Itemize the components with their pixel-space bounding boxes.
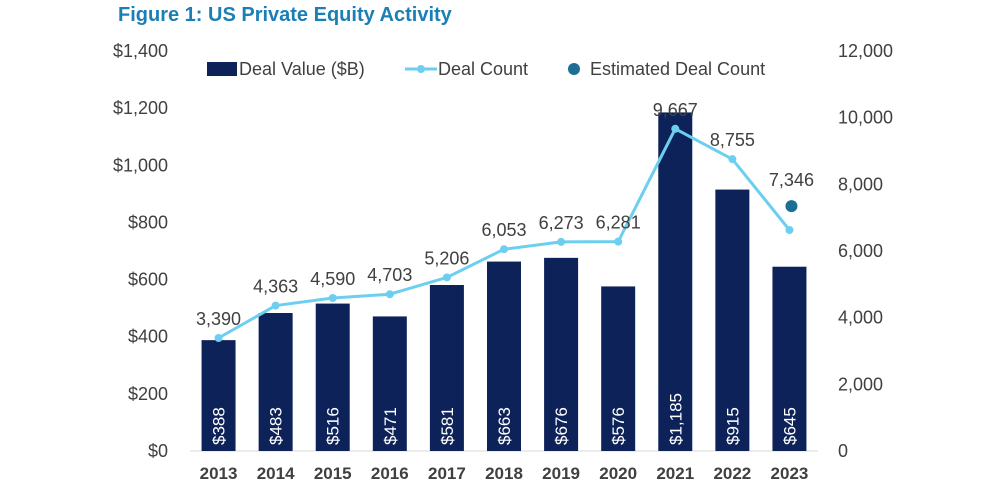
y-right-tick-label: 2,000 <box>838 374 883 394</box>
y-right-tick-label: 10,000 <box>838 108 893 128</box>
bar-deal-value <box>715 189 750 452</box>
legend-marker-estimated <box>568 63 580 75</box>
legend-label-deal-value: Deal Value ($B) <box>239 59 365 79</box>
estimated-deal-count-label: 7,346 <box>769 170 814 190</box>
deal-count-label: 8,755 <box>710 130 755 150</box>
y-right-tick-label: 0 <box>838 441 848 461</box>
bar-deal-value <box>201 340 236 451</box>
bar-value-label: $676 <box>552 407 571 445</box>
deal-count-point <box>500 245 508 254</box>
deal-count-point <box>785 226 794 234</box>
x-tick-label: 2018 <box>485 464 523 483</box>
bar-deal-value <box>487 261 521 451</box>
bar-deal-value <box>258 313 293 451</box>
x-tick-label: 2020 <box>599 464 637 483</box>
deal-count-label: 4,703 <box>367 265 412 285</box>
x-tick-label: 2014 <box>257 464 295 483</box>
x-tick-label: 2016 <box>371 464 409 483</box>
estimated-deal-count-point <box>785 200 798 213</box>
bar-deal-value <box>315 303 350 451</box>
legend-label-estimated: Estimated Deal Count <box>590 59 765 79</box>
y-left-tick-label: $200 <box>128 384 168 404</box>
deal-count-label: 6,273 <box>539 213 584 233</box>
deal-count-point <box>614 237 623 246</box>
deal-count-label: 9,667 <box>653 100 698 120</box>
bar-value-label: $915 <box>723 407 742 445</box>
bar-deal-value <box>429 285 464 451</box>
legend-label-deal-count: Deal Count <box>438 59 528 79</box>
deal-count-label: 4,590 <box>310 269 355 289</box>
x-tick-label: 2021 <box>656 464 694 483</box>
bar-deal-value <box>601 286 636 451</box>
bar-deal-value <box>772 266 807 451</box>
y-right-tick-label: 6,000 <box>838 241 883 261</box>
deal-count-label: 4,363 <box>253 277 298 297</box>
deal-count-point <box>557 237 566 246</box>
bar-value-label: $388 <box>210 407 229 445</box>
bar-value-label: $576 <box>609 407 628 445</box>
chart-title: Figure 1: US Private Equity Activity <box>118 4 452 26</box>
y-left-tick-label: $600 <box>128 270 168 290</box>
deal-count-point <box>385 290 394 299</box>
legend-marker-deal-count <box>417 65 425 73</box>
deal-count-point <box>328 294 337 302</box>
bar-value-label: $1,185 <box>666 393 685 445</box>
legend-swatch-deal-value <box>207 62 237 76</box>
deal-count-point <box>271 301 280 310</box>
deal-count-point <box>214 334 223 342</box>
y-left-tick-label: $1,000 <box>113 155 168 175</box>
bar-value-label: $663 <box>495 407 514 445</box>
y-right-tick-label: 8,000 <box>838 174 883 194</box>
bar-value-label: $581 <box>438 407 457 445</box>
deal-count-label: 6,281 <box>596 213 641 233</box>
bar-value-label: $516 <box>324 407 343 445</box>
bar-value-label: $645 <box>780 407 799 445</box>
bar-deal-value <box>658 112 693 451</box>
bar-value-label: $471 <box>381 407 400 445</box>
deal-count-point <box>728 155 737 164</box>
bar-value-label: $483 <box>267 407 286 445</box>
y-left-tick-label: $1,400 <box>113 41 168 61</box>
x-tick-label: 2017 <box>428 464 466 483</box>
bar-deal-value <box>544 257 579 451</box>
deal-count-point <box>442 273 451 282</box>
y-left-tick-label: $0 <box>148 441 168 461</box>
x-tick-label: 2013 <box>200 464 238 483</box>
bar-deal-value <box>372 316 407 451</box>
x-tick-label: 2022 <box>713 464 751 483</box>
y-right-tick-label: 4,000 <box>838 308 883 328</box>
y-left-tick-label: $1,200 <box>113 98 168 118</box>
deal-count-label: 6,053 <box>481 220 526 240</box>
x-tick-label: 2023 <box>771 464 809 483</box>
deal-count-label: 5,206 <box>424 248 469 268</box>
y-left-tick-label: $800 <box>128 212 168 232</box>
x-tick-label: 2019 <box>542 464 580 483</box>
y-right-tick-label: 12,000 <box>838 41 893 61</box>
deal-count-point <box>671 124 680 133</box>
y-left-tick-label: $400 <box>128 327 168 347</box>
x-tick-label: 2015 <box>314 464 352 483</box>
deal-count-label: 3,390 <box>196 309 241 329</box>
